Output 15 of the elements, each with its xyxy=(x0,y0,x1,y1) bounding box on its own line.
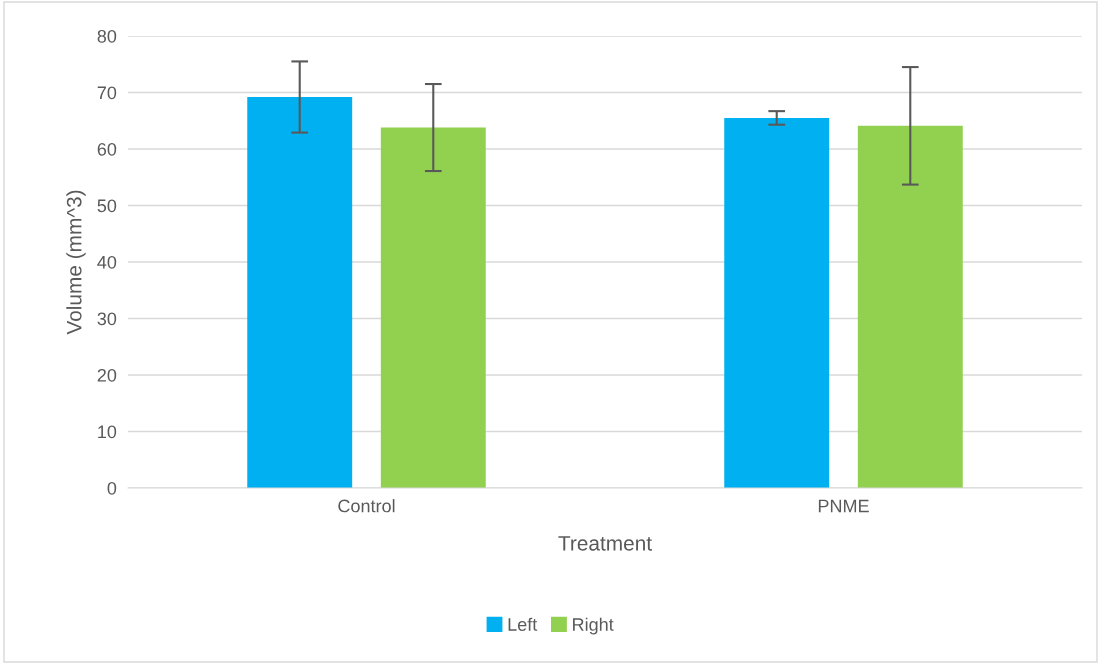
x-axis-title: Treatment xyxy=(558,536,652,551)
y-tick-label: 70 xyxy=(97,86,117,100)
y-tick-label: 50 xyxy=(97,199,117,213)
y-tick-label: 80 xyxy=(97,29,117,43)
x-tick-label: PNME xyxy=(818,499,869,513)
y-tick-label: 30 xyxy=(97,312,117,326)
y-axis-title: Volume (mm^3) xyxy=(66,190,86,335)
y-tick-label: 20 xyxy=(97,368,117,382)
y-tick-label: 60 xyxy=(97,142,117,156)
x-tick-label: Control xyxy=(338,499,395,513)
legend-label: Left xyxy=(508,617,538,631)
y-tick-label: 10 xyxy=(98,425,117,439)
y-tick-label: 0 xyxy=(107,481,117,495)
y-tick-label: 40 xyxy=(97,255,117,269)
legend-label: Right xyxy=(573,617,614,635)
